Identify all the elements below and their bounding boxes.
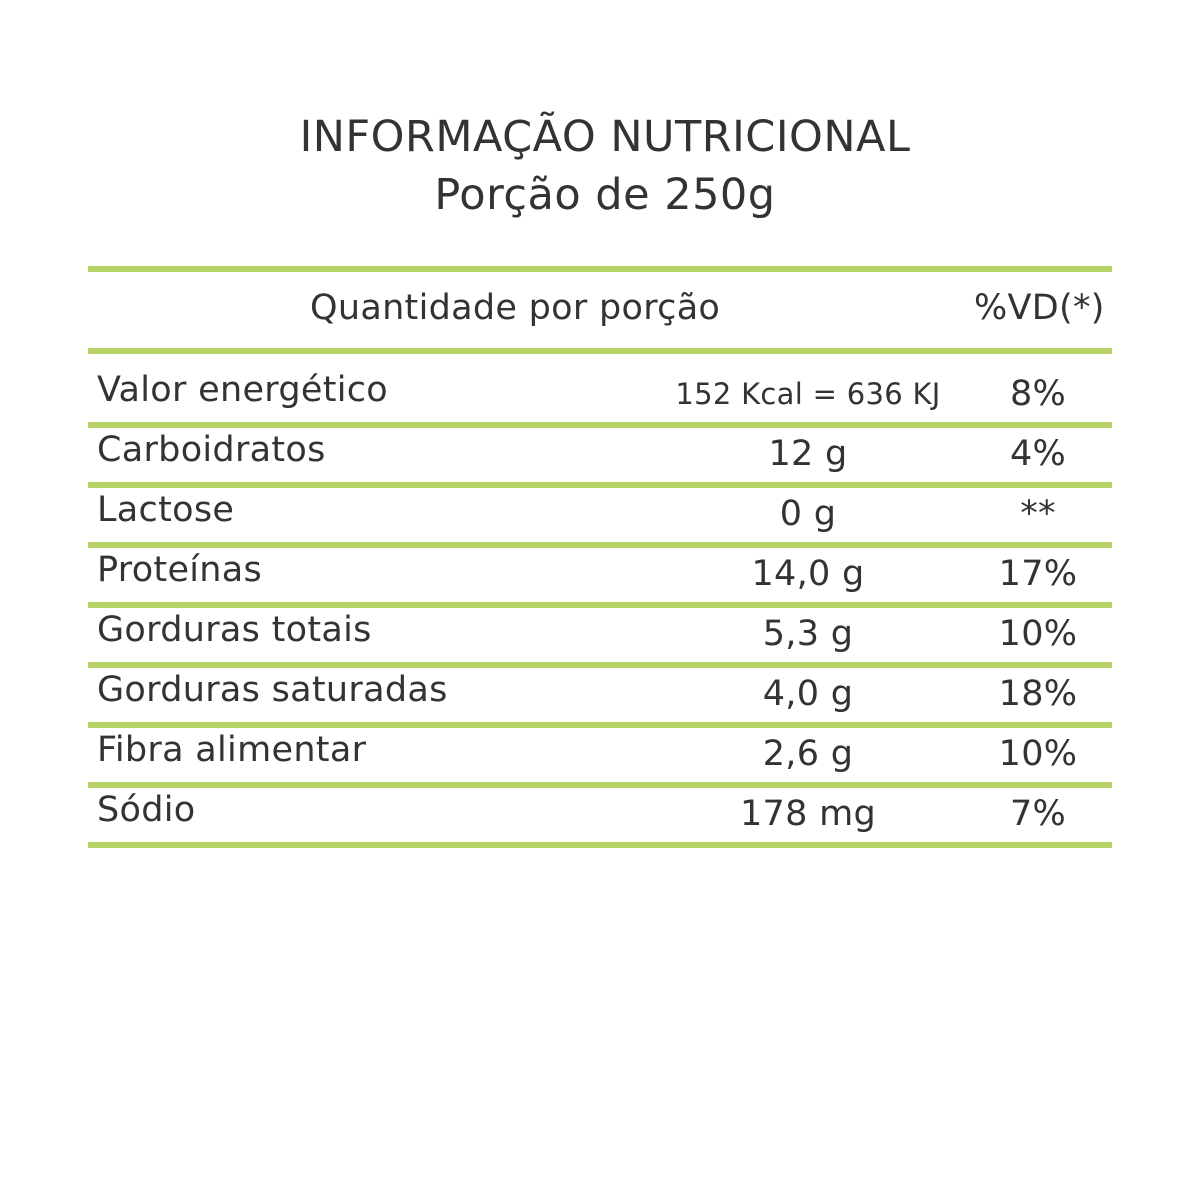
nutrient-daily-value: 7% <box>1009 794 1067 834</box>
nutrient-label: Sódio <box>97 790 196 830</box>
table-row: Lactose 0 g ** <box>88 488 1112 542</box>
nutrient-daily-value: 18% <box>998 674 1078 714</box>
nutrient-amount: 14,0 g <box>751 554 865 594</box>
divider <box>88 842 1112 848</box>
nutrient-daily-value: ** <box>1020 494 1056 534</box>
nutrient-amount: 152 Kcal = 636 KJ <box>675 377 941 411</box>
nutrient-daily-value: 8% <box>1009 374 1067 414</box>
table-row: Proteínas 14,0 g 17% <box>88 548 1112 602</box>
divider <box>88 348 1112 354</box>
divider <box>88 422 1112 428</box>
header-daily-value: %VD(*) <box>974 288 1105 328</box>
nutrient-daily-value: 17% <box>998 554 1078 594</box>
nutrient-label: Lactose <box>97 490 235 530</box>
nutrient-amount: 178 mg <box>739 794 877 834</box>
table-row: Gorduras saturadas 4,0 g 18% <box>88 668 1112 722</box>
nutrient-label: Fibra alimentar <box>97 730 367 770</box>
divider <box>88 482 1112 488</box>
divider <box>88 542 1112 548</box>
nutrient-amount: 2,6 g <box>762 734 854 774</box>
divider <box>88 602 1112 608</box>
nutrient-daily-value: 4% <box>1009 434 1067 474</box>
table-row: Valor energético 152 Kcal = 636 KJ 8% <box>88 368 1112 422</box>
header-quantity: Quantidade por porção <box>310 288 721 328</box>
table-row: Fibra alimentar 2,6 g 10% <box>88 728 1112 782</box>
spacer <box>88 354 1112 368</box>
nutrient-label: Valor energético <box>97 370 389 410</box>
nutrient-daily-value: 10% <box>998 734 1078 774</box>
serving-size: Porção de 250g <box>434 170 776 220</box>
nutrient-label: Carboidratos <box>97 430 326 470</box>
nutrient-daily-value: 10% <box>998 614 1078 654</box>
divider <box>88 662 1112 668</box>
nutrient-label: Gorduras saturadas <box>97 670 448 710</box>
table-row: Gorduras totais 5,3 g 10% <box>88 608 1112 662</box>
nutrient-amount: 4,0 g <box>762 674 854 714</box>
table-row: Carboidratos 12 g 4% <box>88 428 1112 482</box>
nutrient-label: Proteínas <box>97 550 263 590</box>
table-title: INFORMAÇÃO NUTRICIONAL Porção de 250g <box>0 108 1200 224</box>
title-heading: INFORMAÇÃO NUTRICIONAL <box>299 112 911 162</box>
nutrient-amount: 5,3 g <box>762 614 854 654</box>
nutrient-amount: 0 g <box>779 494 837 534</box>
nutrition-table: Quantidade por porção %VD(*) Valor energ… <box>88 266 1112 848</box>
nutrient-label: Gorduras totais <box>97 610 372 650</box>
divider <box>88 266 1112 272</box>
table-header: Quantidade por porção %VD(*) <box>88 272 1112 348</box>
table-row: Sódio 178 mg 7% <box>88 788 1112 842</box>
divider <box>88 722 1112 728</box>
nutrient-amount: 12 g <box>768 434 848 474</box>
divider <box>88 782 1112 788</box>
